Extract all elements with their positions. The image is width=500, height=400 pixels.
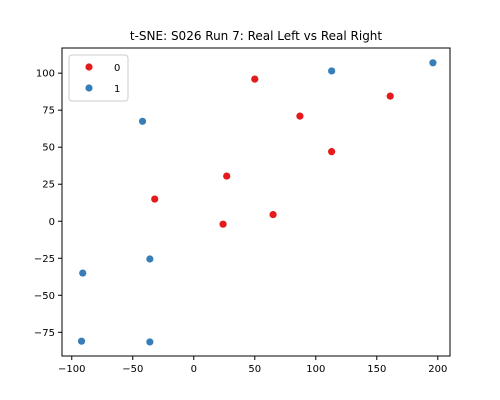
x-axis: −100 −50 0 50 100 150 200 xyxy=(58,356,447,375)
legend-marker-series-1 xyxy=(85,84,93,92)
x-tick-label: 0 xyxy=(191,364,197,375)
data-point-series-0 xyxy=(386,92,394,100)
x-tick-label: 150 xyxy=(367,364,386,375)
data-point-series-0 xyxy=(296,112,304,120)
data-point-series-0 xyxy=(251,75,259,83)
data-point-series-0 xyxy=(219,220,227,228)
data-point-series-1 xyxy=(77,337,86,345)
y-axis: −75 −50 −25 0 25 50 75 100 xyxy=(34,69,62,339)
y-tick-label: 50 xyxy=(42,143,55,154)
data-point-series-0 xyxy=(269,210,277,219)
plot-area-frame xyxy=(61,47,451,357)
data-points xyxy=(77,59,437,346)
data-point-series-0 xyxy=(328,148,336,156)
data-point-series-0 xyxy=(223,172,231,180)
y-tick-label: 25 xyxy=(42,180,55,191)
x-tick-label: −100 xyxy=(58,364,85,375)
data-point-series-1 xyxy=(138,117,147,125)
x-tick-label: 200 xyxy=(428,364,447,375)
data-point-series-1 xyxy=(146,255,154,263)
legend-label-series-1: 1 xyxy=(114,84,120,95)
data-point-series-1 xyxy=(79,269,87,277)
y-tick-label: −50 xyxy=(34,291,55,302)
data-point-series-1 xyxy=(429,59,437,67)
data-point-series-0 xyxy=(151,195,159,203)
legend-marker-series-0 xyxy=(85,63,93,71)
x-tick-label: 50 xyxy=(248,364,261,375)
data-point-series-1 xyxy=(328,67,336,75)
legend-label-series-0: 0 xyxy=(114,63,120,74)
y-tick-label: 100 xyxy=(36,69,55,80)
legend-box xyxy=(68,54,129,102)
y-tick-label: 0 xyxy=(49,217,55,228)
y-tick-label: −25 xyxy=(34,254,55,265)
data-point-series-1 xyxy=(146,338,154,346)
x-tick-label: −50 xyxy=(122,364,143,375)
y-tick-label: −75 xyxy=(34,328,55,339)
chart-title: t-SNE: S026 Run 7: Real Left vs Real Rig… xyxy=(130,29,383,43)
legend: 01 xyxy=(68,54,129,102)
y-tick-label: 75 xyxy=(42,106,55,117)
x-tick-label: 100 xyxy=(306,364,325,375)
